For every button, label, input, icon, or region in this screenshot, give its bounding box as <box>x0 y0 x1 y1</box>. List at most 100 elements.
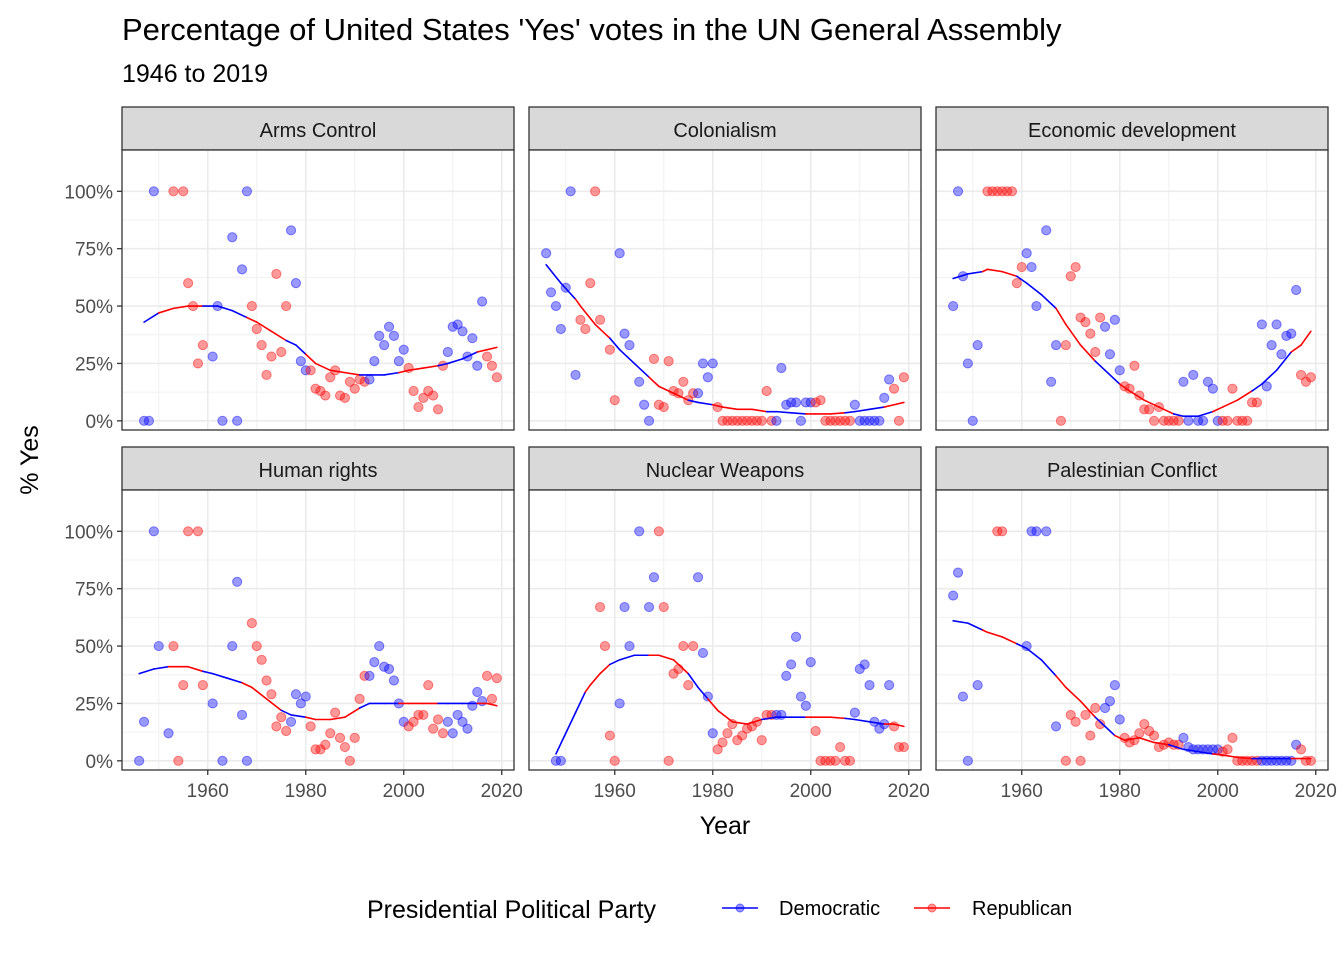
data-point-republican <box>1080 709 1091 721</box>
trend-line-segment <box>952 620 969 624</box>
trend-line-segment <box>751 408 768 413</box>
data-point-republican <box>717 415 728 426</box>
data-point-republican <box>810 397 821 408</box>
data-point-republican <box>491 372 502 383</box>
data-point-republican <box>1080 317 1091 328</box>
x-tick-label: 1980 <box>1099 781 1141 802</box>
data-point-republican <box>246 618 257 629</box>
trend-line-segment <box>246 316 258 323</box>
data-point-republican <box>192 358 204 369</box>
x-tick-label: 1960 <box>1001 781 1043 802</box>
data-point-democratic <box>1046 376 1057 387</box>
data-point-democratic <box>614 698 625 709</box>
data-point-republican <box>604 344 615 355</box>
data-point-republican <box>1065 271 1076 282</box>
data-point-republican <box>992 526 1003 537</box>
panel-border <box>121 489 515 771</box>
data-point-republican <box>276 346 287 358</box>
data-point-republican <box>325 728 336 739</box>
data-point-democratic <box>467 700 478 711</box>
data-point-democratic <box>383 663 395 675</box>
data-point-democratic <box>854 663 865 675</box>
trend-line-segment <box>981 268 989 273</box>
data-point-republican <box>1148 415 1160 426</box>
data-point-republican <box>580 323 591 335</box>
data-point-democratic <box>952 186 964 197</box>
data-point-democratic <box>795 415 807 426</box>
trend-line-segment <box>868 721 886 725</box>
data-point-democratic <box>555 323 566 335</box>
data-point-democratic <box>300 365 311 376</box>
data-point-democratic <box>457 326 468 337</box>
data-point-republican <box>746 415 758 426</box>
legend-item-republican[interactable]: Republican <box>914 898 1072 920</box>
data-point-democratic <box>217 755 228 766</box>
data-point-democratic <box>781 670 792 682</box>
data-point-democratic <box>1021 248 1032 259</box>
legend-item-democratic[interactable]: Democratic <box>722 898 880 920</box>
trend-line-segment <box>707 698 719 712</box>
data-point-democratic <box>148 526 159 537</box>
facet-colonialism: Colonialism <box>528 106 922 431</box>
data-point-democratic <box>884 679 895 691</box>
data-point-democratic <box>1099 702 1111 714</box>
data-point-democratic <box>207 351 218 362</box>
data-point-republican <box>1300 376 1312 387</box>
data-point-republican <box>173 755 184 766</box>
data-point-democratic <box>550 755 562 766</box>
data-point-democratic <box>957 691 969 702</box>
trend-line-segment <box>746 718 763 725</box>
trend-line-segment <box>329 369 346 374</box>
data-point-republican <box>1065 709 1076 721</box>
data-point-democratic <box>163 728 174 739</box>
trend-line-segment <box>672 659 690 675</box>
data-point-democratic <box>477 696 488 707</box>
data-point-republican <box>437 728 449 739</box>
panel-border <box>528 489 922 771</box>
data-point-republican <box>893 415 905 426</box>
trend-line-segment <box>1153 741 1170 746</box>
data-point-republican <box>428 390 439 401</box>
data-point-democratic <box>153 640 164 652</box>
trend-line-segment <box>138 668 155 675</box>
data-point-republican <box>413 709 424 721</box>
data-point-republican <box>1158 415 1169 426</box>
trend-line-segment <box>952 273 969 280</box>
data-point-democratic <box>1109 679 1120 691</box>
panel-border <box>935 149 1329 431</box>
trend-line-segment <box>1138 737 1155 744</box>
data-point-democratic <box>1197 415 1209 426</box>
trend-line-segment <box>658 385 675 395</box>
data-point-republican <box>1134 728 1145 739</box>
data-point-republican <box>766 415 777 426</box>
data-point-democratic <box>290 278 302 289</box>
trend-line-segment <box>304 353 317 365</box>
data-point-democratic <box>952 567 964 578</box>
data-point-republican <box>310 744 321 755</box>
data-point-democratic <box>707 728 718 739</box>
trend-line-segment <box>599 663 611 675</box>
data-point-republican <box>820 755 831 766</box>
data-point-republican <box>1163 415 1174 426</box>
data-point-republican <box>1217 746 1228 757</box>
data-point-republican <box>1295 744 1307 755</box>
data-point-democratic <box>776 362 787 374</box>
trend-line-segment <box>854 408 871 413</box>
data-point-democratic <box>295 356 306 367</box>
y-tick-label: 100% <box>64 182 113 203</box>
data-point-republican <box>256 339 267 351</box>
data-point-democratic <box>300 691 311 702</box>
data-point-democratic <box>1041 526 1052 537</box>
data-point-democratic <box>1041 225 1052 236</box>
trend-line-segment <box>697 401 714 406</box>
trend-line-segment <box>844 717 856 721</box>
data-point-republican <box>1222 415 1233 426</box>
data-point-republican <box>305 365 316 376</box>
trend-line-segment <box>844 410 856 414</box>
data-point-republican <box>251 640 262 652</box>
trend-line-segment <box>231 309 248 319</box>
trend-line-segment <box>986 268 1003 273</box>
data-point-democratic <box>472 686 483 698</box>
trend-line-segment <box>1128 390 1146 401</box>
